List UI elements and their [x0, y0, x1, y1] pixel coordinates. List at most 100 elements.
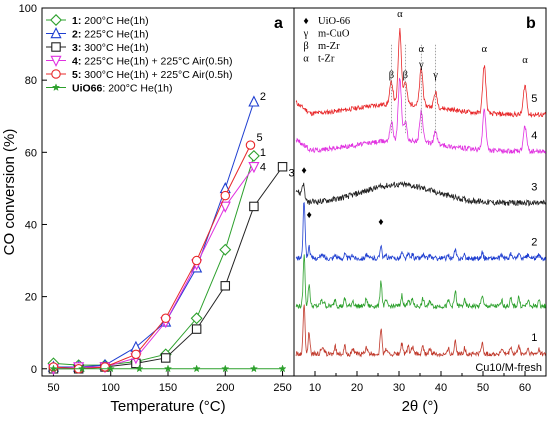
y-tick-label: 80 [25, 75, 37, 87]
y-axis-label: CO conversion (%) [1, 129, 18, 256]
panel-label: a [274, 15, 283, 32]
phase-name: UiO-66 [318, 16, 350, 27]
x-tick-label: 30 [393, 382, 405, 394]
x-tick-label: 50 [477, 382, 489, 394]
x-tick-label: 150 [159, 382, 177, 394]
xrd-pattern: 2 [295, 202, 546, 262]
pattern-label: 5 [531, 93, 537, 105]
series-line [53, 166, 283, 370]
legend-entry-text: 225°C He(1h) [81, 29, 148, 41]
pattern-label: 3 [531, 181, 537, 193]
data-point [135, 364, 144, 373]
data-point [100, 362, 110, 372]
x-axis-label: Temperature (°C) [110, 398, 225, 415]
peak-mark: α [419, 44, 425, 55]
data-point [131, 349, 141, 360]
series-end-label: 4 [260, 162, 266, 174]
data-point [221, 364, 230, 373]
legend-entry: 2: 225°C He(1h) [72, 29, 149, 41]
data-point [51, 42, 61, 52]
xrd-trace [295, 304, 546, 358]
x-tick-label: 60 [519, 382, 531, 394]
x-tick-label: 250 [273, 382, 291, 394]
panel-b-xrd-chart: 10 20 30 40 50 60 2θ (°) b ♦ UiO-66 γ m-CuO β m-Zr α t-… [293, 7, 547, 415]
legend-entry-number: 2: [72, 29, 81, 41]
peak-mark: γ [418, 60, 424, 71]
legend-entry-number: 3: [72, 42, 81, 54]
data-point [278, 364, 287, 373]
data-point [247, 149, 260, 162]
xrd-pattern: 1 [295, 304, 546, 358]
data-point [249, 201, 259, 212]
phase-name: m-Zr [318, 41, 340, 52]
data-point [49, 364, 58, 373]
x-tick-label: 40 [435, 382, 447, 394]
pattern-label: 2 [531, 237, 537, 249]
data-point [277, 161, 288, 172]
data-point [220, 281, 231, 291]
series-end-label: 5 [256, 132, 262, 144]
peak-mark: γ [432, 70, 438, 81]
data-point [219, 201, 231, 213]
series-line [53, 101, 255, 368]
legend-entry-text: 300°C He(1h) + 225°C Air(0.5h) [81, 69, 232, 81]
y-tick-label: 60 [25, 147, 37, 159]
x-axis-label: 2θ (°) [402, 398, 439, 415]
peak-mark: α [482, 44, 488, 55]
data-point [51, 69, 61, 79]
data-point [50, 55, 62, 67]
peak-mark: α [522, 55, 528, 66]
legend-entry-text: 225°C He(1h) + 225°C Air(0.5h) [81, 56, 232, 68]
data-point [248, 161, 260, 174]
xrd-trace [295, 180, 546, 207]
uio-peak-mark: ♦ [378, 217, 384, 228]
xrd-pattern: 4 [295, 77, 546, 155]
peak-mark: α [397, 9, 403, 20]
pattern-label: 1 [531, 332, 537, 344]
legend-entry-number: 4: [72, 56, 81, 68]
x-tick-label: 100 [102, 382, 120, 394]
peak-mark: β [403, 70, 408, 81]
phase-name: m-CuO [318, 29, 350, 40]
data-point [77, 364, 87, 373]
data-point [191, 255, 202, 266]
x-tick-label: 20 [351, 382, 363, 394]
data-point [245, 140, 256, 150]
legend-entry: UiO66: 200°C He(1h) [72, 83, 173, 95]
data-point [192, 364, 201, 373]
legend-entry: 5: 300°C He(1h) + 225°C Air(0.5h) [72, 69, 232, 81]
y-tick-label: 40 [25, 219, 37, 231]
data-point [249, 364, 259, 373]
xrd-pattern: 5 [295, 27, 546, 119]
legend-entry-text: : 200°C He(1h) [102, 83, 172, 95]
x-tick-label: 10 [309, 382, 321, 394]
legend-entry: 4: 225°C He(1h) + 225°C Air(0.5h) [72, 56, 232, 68]
data-point [248, 95, 260, 107]
data-point [220, 190, 231, 201]
panel-label: b [526, 15, 536, 32]
xrd-trace [295, 254, 546, 310]
data-point [160, 353, 171, 363]
y-tick-label: 0 [31, 364, 37, 376]
data-point [163, 364, 173, 373]
xrd-pattern: 3 [295, 180, 546, 207]
legend-entry-number: 5: [72, 69, 81, 81]
phase-symbol: β [303, 41, 308, 52]
data-point [190, 312, 203, 325]
legend-entry: 3: 300°C He(1h) [72, 42, 149, 54]
phase-symbol: α [303, 54, 309, 65]
uio-peak-mark: ♦ [306, 210, 312, 221]
xrd-pattern [295, 254, 546, 310]
xrd-trace [295, 202, 546, 262]
legend-entry: 1: 200°C He(1h) [72, 15, 149, 27]
xrd-trace [295, 77, 546, 155]
phase-key: ♦ UiO-66 γ m-CuO β m-Zr α t-Zr [303, 16, 350, 65]
series-6 [49, 364, 287, 373]
pattern-label: 4 [531, 130, 537, 142]
panel-a-conversion-chart: 50 100 150 200 250 0 20 40 60 80 100 Temperature (°… [1, 3, 295, 415]
data-point [106, 364, 115, 373]
y-tick-label: 100 [19, 3, 37, 15]
baseline-sample-label: Cu10/M-fresh [475, 362, 542, 374]
data-point [219, 243, 232, 256]
